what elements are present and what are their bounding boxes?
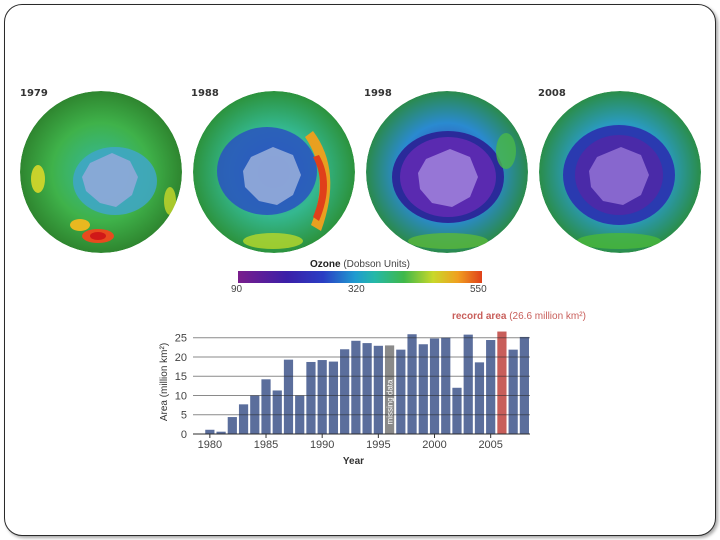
missing-data-label: missing data: [386, 379, 395, 424]
bar: [373, 345, 383, 434]
x-tick-label: 1985: [254, 439, 278, 451]
colorbar-tick-mid: 320: [348, 284, 365, 295]
bar: [317, 360, 327, 434]
y-axis-title: Area (million km²): [159, 343, 170, 421]
x-axis-title: Year: [343, 456, 364, 467]
x-tick-label: 1980: [198, 439, 222, 451]
ozone-colorbar: [238, 271, 482, 283]
bar: [261, 379, 271, 434]
globe-year-1988: 1988: [191, 88, 219, 99]
record-bar: [497, 331, 507, 434]
bar: [429, 338, 440, 434]
bar: [351, 340, 361, 434]
globe-year-1979: 1979: [20, 88, 48, 99]
bar: [463, 334, 473, 434]
y-tick-label: 10: [175, 390, 187, 402]
record-area-label-bold: record area: [452, 311, 509, 322]
bar: [519, 336, 529, 434]
x-tick-label: 2005: [478, 439, 502, 451]
bar: [272, 390, 282, 434]
slide-frame: [4, 4, 716, 536]
bar: [407, 334, 417, 434]
bar: [283, 359, 294, 434]
colorbar-title: Ozone (Dobson Units): [238, 259, 482, 270]
bar: [508, 349, 518, 434]
y-tick-label: 20: [175, 352, 187, 364]
record-area-label-value: (26.6 million km²): [509, 311, 586, 322]
bar: [328, 361, 339, 434]
ozone-hole-area-chart: 0 5 10 15 20 25 1980 1985 1990 1995 2000 2005 Year Ar…: [159, 311, 586, 467]
record-area-label: record area (26.6 million km²): [452, 311, 586, 322]
bar: [452, 387, 462, 434]
bar: [340, 349, 350, 434]
globe-year-2008: 2008: [538, 88, 566, 99]
colorbar-title-bold: Ozone: [309, 259, 341, 270]
globe-year-1998: 1998: [364, 88, 392, 99]
x-tick-label: 1990: [310, 439, 334, 451]
bar: [418, 344, 428, 434]
bar: [216, 431, 226, 434]
y-tick-label: 5: [181, 410, 187, 422]
ozone-globe-1979: [20, 91, 182, 253]
missing-data-bar: [384, 345, 395, 434]
bar: [362, 343, 372, 434]
colorbar-tick-min: 90: [231, 284, 243, 295]
bar: [306, 361, 316, 434]
colorbar-title-units: (Dobson Units): [343, 259, 411, 270]
bar: [396, 349, 406, 434]
y-tick-label: 25: [175, 333, 187, 345]
x-tick-label: 2000: [422, 439, 446, 451]
bar: [486, 340, 496, 434]
bar: [227, 417, 237, 434]
x-tick-label: 1995: [366, 439, 390, 451]
bar: [474, 362, 485, 434]
ozone-globe-1988: [193, 91, 355, 253]
bar: [441, 337, 451, 434]
ozone-globe-1998: [366, 91, 528, 253]
ozone-globe-2008: [539, 91, 701, 253]
y-tick-label: 0: [181, 429, 187, 441]
colorbar-tick-max: 550: [470, 284, 487, 295]
bar: [238, 404, 249, 434]
bar: [205, 429, 215, 434]
y-tick-label: 15: [175, 371, 187, 383]
